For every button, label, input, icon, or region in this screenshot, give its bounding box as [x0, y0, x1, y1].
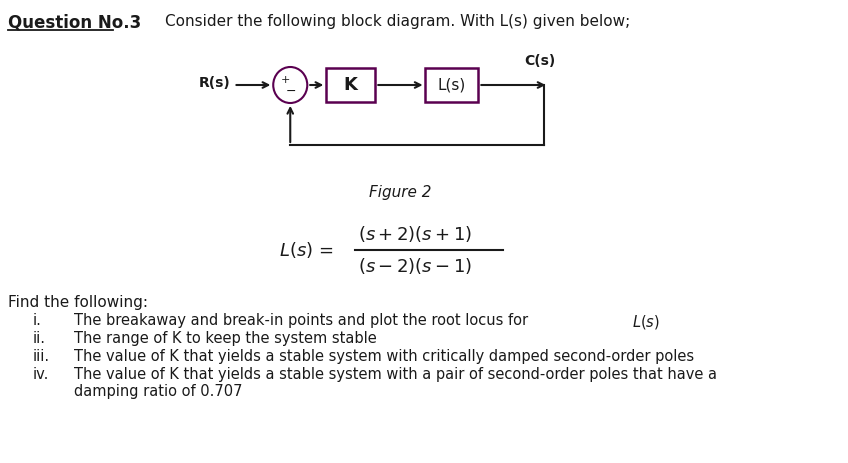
Text: i.: i. [33, 313, 42, 328]
Text: Question No.3: Question No.3 [8, 14, 141, 32]
Text: $(s + 2)(s + 1)$: $(s + 2)(s + 1)$ [359, 224, 472, 244]
Bar [426, 68, 478, 102]
Text: Figure 2: Figure 2 [369, 185, 432, 200]
Text: C(s): C(s) [525, 54, 556, 68]
Text: iii.: iii. [33, 349, 50, 364]
Text: $(s - 2)(s - 1)$: $(s - 2)(s - 1)$ [359, 256, 472, 276]
Text: L(s): L(s) [438, 77, 466, 93]
Text: −: − [286, 85, 297, 98]
Text: The value of K that yields a stable system with a pair of second-order poles tha: The value of K that yields a stable syst… [74, 367, 717, 400]
Text: The breakaway and break-in points and plot the root locus for: The breakaway and break-in points and pl… [74, 313, 533, 328]
Text: iv.: iv. [33, 367, 49, 382]
Text: Consider the following block diagram. With L(s) given below;: Consider the following block diagram. Wi… [165, 14, 631, 29]
Text: +: + [281, 75, 290, 85]
Text: The range of K to keep the system stable: The range of K to keep the system stable [74, 331, 377, 346]
Text: R(s): R(s) [199, 76, 231, 90]
Text: $\mathit{L(s)}$ =: $\mathit{L(s)}$ = [279, 240, 333, 260]
Text: K: K [343, 76, 358, 94]
Text: The value of K that yields a stable system with critically damped second-order p: The value of K that yields a stable syst… [74, 349, 694, 364]
Text: $\mathit{L(s)}$: $\mathit{L(s)}$ [632, 313, 660, 331]
Text: ii.: ii. [33, 331, 46, 346]
Bar [326, 68, 376, 102]
Text: Find the following:: Find the following: [8, 295, 148, 310]
